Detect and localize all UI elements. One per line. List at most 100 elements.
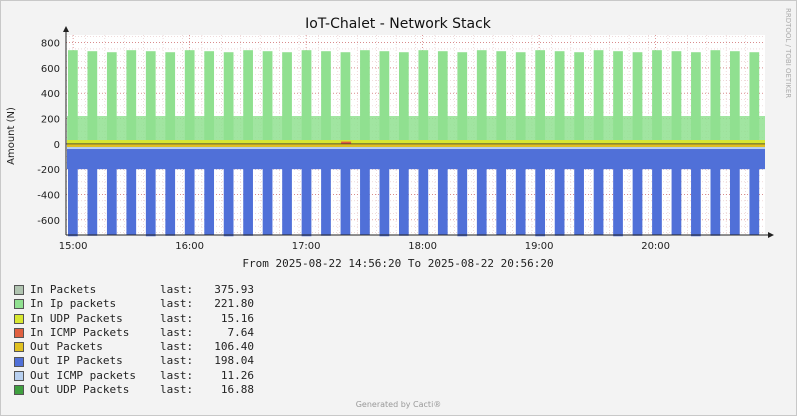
legend-last-label: last: — [160, 311, 194, 325]
series-out-ip-packets-pulse — [437, 143, 448, 235]
series-out-ip-packets-pulse — [418, 143, 429, 236]
series-out-ip-packets-pulse — [360, 143, 370, 235]
series-in-ip-packets-pulse — [535, 50, 546, 144]
series-in-ip-packets-pulse — [204, 51, 215, 144]
series-out-ip-packets-pulse — [321, 143, 331, 236]
legend-value: 7.64 — [227, 325, 255, 339]
series-out-ip-packets-pulse — [632, 143, 643, 236]
series-in-udp-packets — [67, 140, 765, 144]
legend-value: 11.26 — [220, 368, 254, 382]
series-out-ip-packets-pulse — [282, 143, 292, 235]
series-out-ip-packets-pulse — [145, 143, 156, 237]
series-in-icmp-packets — [341, 141, 352, 144]
series-out-ip-packets-pulse — [379, 143, 390, 237]
series-in-ip-packets-pulse — [301, 50, 312, 144]
legend-value: 106.40 — [214, 340, 254, 354]
legend-item: Out ICMP packets last: 11.26 — [14, 369, 254, 383]
series-out-ip-packets-pulse — [535, 143, 546, 237]
legend-swatch-in-packets — [14, 285, 24, 296]
series-out-ip-packets-pulse — [243, 143, 253, 236]
legend-item: In Ip packets last: 221.80 — [14, 297, 254, 311]
series-in-ip-packets-pulse — [262, 51, 273, 144]
series-out-ip-packets-pulse — [184, 143, 195, 236]
x-tick-label: 18:00 — [408, 241, 437, 252]
series-in-ip-packets-pulse — [126, 50, 137, 144]
series-in-ip-packets-pulse — [691, 52, 701, 144]
legend-last-label: last: — [160, 297, 194, 311]
series-out-ip-packets-pulse — [593, 143, 604, 235]
x-axis-arrow — [768, 232, 774, 238]
y-axis-arrow — [63, 26, 69, 32]
legend-value: 15.16 — [220, 311, 254, 325]
series-in-ip-packets-pulse — [418, 50, 429, 144]
legend-name: In Packets — [30, 283, 97, 296]
y-tick-label: -600 — [37, 216, 60, 227]
legend-swatch-in-udp-packets — [14, 313, 24, 324]
legend-item: Out IP Packets last: 198.04 — [14, 354, 254, 368]
series-out-ip-packets-pulse — [68, 143, 78, 237]
series-in-ip-packets-pulse — [282, 52, 292, 144]
series-in-ip-packets-pulse — [398, 52, 409, 144]
series-in-ip-packets-pulse — [593, 50, 604, 144]
series-in-ip-packets-pulse — [68, 50, 78, 144]
series-out-ip-packets-pulse — [515, 143, 526, 235]
series-in-ip-packets-pulse — [476, 50, 487, 144]
legend-last-label: last: — [160, 354, 194, 368]
x-tick-label: 16:00 — [175, 241, 204, 252]
x-tick-label: 19:00 — [525, 241, 554, 252]
legend-value: 221.80 — [214, 297, 254, 311]
chart-title: IoT-Chalet - Network Stack — [305, 16, 492, 32]
series-in-ip-packets-baseline — [67, 116, 765, 144]
y-tick-label: 600 — [41, 64, 60, 75]
legend: In Packets last: 375.93 In Ip packets la… — [14, 283, 254, 397]
series-out-ip-packets-pulse — [613, 143, 623, 237]
legend-name: Out UDP Packets — [30, 383, 130, 397]
legend-name: In UDP Packets — [30, 311, 123, 325]
legend-name: Out IP Packets — [30, 354, 123, 368]
series-in-ip-packets-pulse — [749, 52, 760, 144]
series-in-ip-packets-pulse — [554, 51, 565, 144]
series-in-ip-packets-pulse — [613, 51, 623, 144]
time-range-caption: From 2025-08-22 14:56:20 To 2025-08-22 2… — [242, 257, 553, 270]
legend-swatch-out-icmp-packets — [14, 370, 24, 381]
legend-name: In Ip packets — [30, 297, 117, 311]
rrdtool-watermark: RRDTOOL / TOBI OETIKER — [784, 8, 792, 98]
series-in-ip-packets-pulse — [515, 52, 526, 144]
series-in-ip-packets-pulse — [457, 52, 468, 144]
series-in-ip-packets-pulse — [379, 51, 390, 144]
legend-name: In ICMP Packets — [30, 325, 130, 339]
legend-swatch-out-ip-packets — [14, 356, 24, 367]
y-tick-label: -400 — [37, 190, 60, 201]
legend-value: 375.93 — [214, 283, 254, 296]
legend-last-label: last: — [160, 283, 194, 296]
legend-item: Out UDP Packets last: 16.88 — [14, 383, 254, 397]
series-in-ip-packets-pulse — [223, 52, 234, 144]
series-in-ip-packets-pulse — [340, 52, 351, 144]
series-in-ip-packets-pulse — [243, 50, 253, 144]
series-out-ip-packets-pulse — [340, 143, 351, 236]
footer-credit: Generated by Cacti® — [355, 400, 442, 409]
legend-last-label: last: — [160, 383, 194, 397]
legend-swatch-in-icmp-packets — [14, 328, 24, 339]
legend-value: 16.88 — [220, 383, 254, 397]
legend-name: Out ICMP packets — [30, 368, 136, 382]
legend-last-label: last: — [160, 325, 194, 339]
y-tick-label: 0 — [54, 140, 60, 151]
series-out-ip-packets-pulse — [223, 143, 234, 237]
series-out-ip-packets-pulse — [87, 143, 98, 236]
series-in-ip-packets-pulse — [496, 51, 507, 144]
series-in-ip-packets-pulse — [729, 51, 740, 144]
series-in-ip-packets-pulse — [710, 50, 721, 144]
series-out-ip-packets-pulse — [106, 143, 117, 236]
series-in-ip-packets-pulse — [87, 51, 98, 144]
series-in-ip-packets-pulse — [360, 50, 370, 144]
series-in-ip-packets-pulse — [632, 52, 643, 144]
series-out-ip-packets-pulse — [398, 143, 409, 236]
legend-last-label: last: — [160, 368, 194, 382]
series-out-ip-packets-pulse — [496, 143, 507, 236]
x-tick-label: 20:00 — [641, 241, 670, 252]
series-out-ip-packets-pulse — [710, 143, 721, 236]
series-out-ip-packets-pulse — [749, 143, 760, 235]
series-in-ip-packets-pulse — [671, 51, 682, 144]
legend-swatch-out-packets — [14, 342, 24, 353]
